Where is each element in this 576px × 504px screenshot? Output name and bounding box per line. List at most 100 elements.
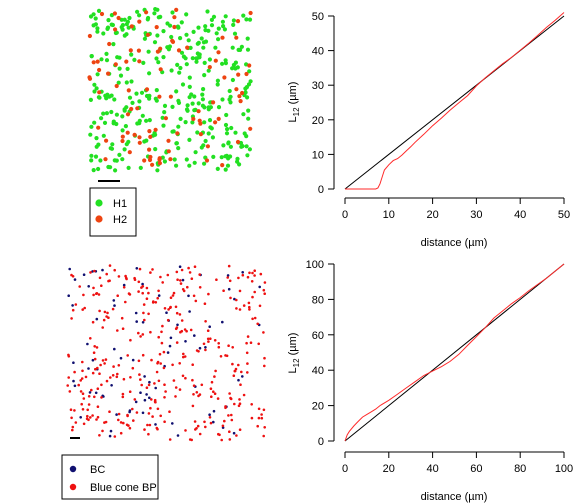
mosaic-h-dot-0 (226, 156, 231, 161)
mosaic-h-dot-1 (91, 60, 96, 65)
mosaic-h-dot-0 (106, 164, 111, 170)
mosaic-bipolar-dot-1 (241, 273, 245, 277)
mosaic-h-dot-1 (147, 129, 152, 134)
mosaic-bipolar-dot-0 (154, 386, 157, 390)
mosaic-bipolar-dot-1 (111, 307, 115, 311)
plot-top-xtick-label: 30 (470, 209, 482, 221)
mosaic-bipolar-dot-1 (242, 393, 246, 397)
mosaic-h-dot-0 (104, 58, 110, 63)
mosaic-bipolar-dot-1 (251, 271, 254, 275)
mosaic-bipolar-dot-0 (165, 311, 168, 315)
mosaic-bipolar-dot-1 (96, 415, 100, 419)
mosaic-bipolar-dot-1 (138, 373, 141, 376)
mosaic-h-dot-0 (184, 32, 189, 37)
mosaic-bipolar-dot-1 (119, 421, 123, 424)
mosaic-h-dot-0 (170, 104, 175, 109)
mosaic-h-dot-0 (112, 97, 117, 102)
mosaic-bipolar-dot-1 (74, 303, 78, 306)
mosaic-h-dot-1 (158, 67, 163, 72)
mosaic-bipolar-dot-1 (262, 288, 266, 292)
mosaic-bipolar-dot-1 (168, 438, 172, 441)
mosaic-h-dot-0 (245, 153, 250, 158)
mosaic-bipolar-dot-1 (71, 275, 75, 278)
mosaic-bipolar-dot-1 (155, 370, 159, 374)
mosaic-bipolar-dot-1 (263, 364, 266, 368)
plot-bottom-series (344, 263, 565, 442)
mosaic-h-dot-0 (203, 39, 209, 44)
mosaic-bipolar-dot-1 (85, 417, 89, 421)
mosaic-bipolar-dot-1 (225, 354, 229, 358)
mosaic-h-dot-0 (187, 137, 192, 142)
mosaic-h-dot-0 (95, 72, 100, 77)
mosaic-h-dot-0 (196, 101, 201, 106)
mosaic-h-dot-0 (96, 166, 101, 172)
mosaic-h-dot-0 (231, 18, 236, 23)
mosaic-bipolar-dot-0 (187, 294, 190, 298)
mosaic-h-dot-0 (184, 157, 189, 162)
mosaic-h-dot-0 (203, 28, 208, 33)
mosaic-h-dot-0 (223, 14, 228, 19)
mosaic-bipolar-dot-0 (94, 391, 98, 395)
mosaic-h-dot-1 (145, 32, 151, 37)
mosaic-h-dot-1 (99, 11, 105, 17)
mosaic-h-dot-0 (93, 16, 98, 21)
mosaic-h-dot-1 (95, 59, 100, 64)
mosaic-bipolar-dot-1 (171, 294, 175, 297)
mosaic-bipolar-dot-1 (257, 342, 261, 346)
mosaic-h-dot-1 (137, 140, 142, 145)
mosaic-bipolar-dot-1 (219, 355, 223, 358)
mosaic-bipolar-dot-1 (141, 333, 145, 336)
mosaic-h-dot-0 (93, 154, 99, 159)
mosaic-bipolar-dot-0 (86, 342, 89, 346)
plot-bottom-xtick-label: 100 (555, 463, 573, 475)
mosaic-h-dot-0 (202, 60, 207, 65)
mosaic-bipolar-dot-1 (204, 320, 207, 323)
mosaic-h-dot-0 (137, 99, 142, 104)
plot-top-ytick-label: 20 (312, 115, 324, 127)
mosaic-h-dot-1 (172, 15, 177, 20)
mosaic-h-dot-0 (169, 68, 174, 73)
mosaic-h-dot-0 (139, 90, 145, 95)
mosaic-bipolar-dot-1 (192, 393, 195, 396)
plot-bottom-ytick-label: 60 (312, 330, 324, 342)
mosaic-bipolar-dot-1 (104, 358, 108, 361)
mosaic-h-dot-0 (192, 160, 197, 165)
mosaic-bipolar-dot-1 (156, 407, 160, 411)
mosaic-bipolar-dot-1 (216, 397, 220, 400)
mosaic-bipolar-dot-0 (181, 278, 185, 282)
mosaic-h-dot-0 (220, 19, 225, 24)
mosaic-bipolar-dot-0 (68, 267, 71, 271)
mosaic-bipolar-dot-1 (122, 377, 126, 381)
mosaic-bipolar-dot-1 (129, 338, 132, 342)
mosaic-h-dot-0 (98, 158, 103, 163)
mosaic-h-dot-0 (187, 84, 192, 89)
mosaic-h-dot-0 (172, 157, 177, 162)
mosaic-bipolar-dot-1 (91, 371, 95, 375)
mosaic-bipolar-dot-1 (91, 320, 95, 324)
mosaic-h-dot-0 (207, 57, 212, 62)
mosaic-bipolar-dot-1 (238, 308, 242, 311)
mosaic-h-dot-0 (222, 27, 227, 32)
mosaic-bipolar-dot-1 (183, 328, 187, 331)
mosaic-h-dot-0 (243, 90, 248, 95)
mosaic-bipolar-dot-1 (104, 420, 108, 424)
mosaic-h-dot-1 (150, 162, 155, 167)
mosaic-h-dot-0 (161, 55, 166, 60)
mosaic-bipolar-dot-1 (167, 308, 170, 311)
mosaic-h-dot-0 (244, 17, 249, 22)
mosaic-bipolar-dot-1 (174, 395, 177, 398)
mosaic-h-cells: H1 H2 (87, 7, 253, 237)
mosaic-bipolar-dot-1 (185, 329, 188, 333)
mosaic-bipolar-dot-1 (183, 355, 187, 358)
mosaic-h-dot-1 (185, 45, 190, 50)
mosaic-bipolar-dot-1 (71, 425, 75, 429)
mosaic-h-dot-0 (113, 30, 118, 36)
mosaic-bipolar-dot-0 (141, 282, 144, 286)
mosaic-h-dot-1 (116, 15, 121, 21)
mosaic-bipolar-dot-0 (148, 396, 151, 400)
mosaic-bipolar-dot-1 (121, 392, 125, 396)
mosaic-bipolar-dot-1 (179, 279, 182, 282)
mosaic-h-dot-0 (127, 95, 133, 100)
mosaic-bipolar-dot-1 (249, 341, 253, 345)
plot-bottom-xtick-label: 40 (426, 463, 438, 475)
